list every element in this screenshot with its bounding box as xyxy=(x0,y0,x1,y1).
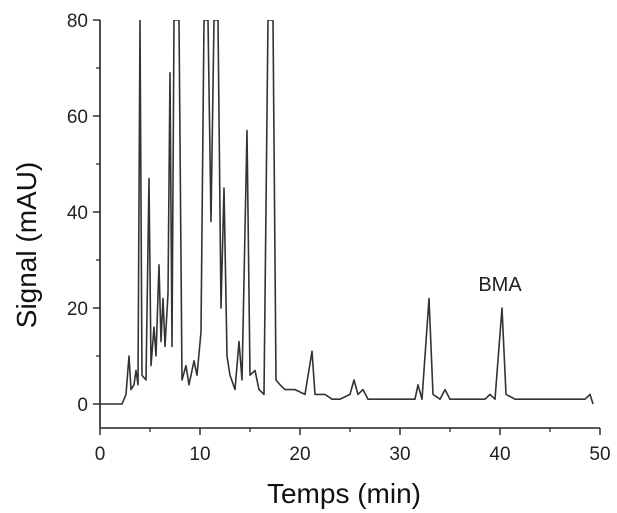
plot-area xyxy=(100,20,594,405)
x-tick-label: 20 xyxy=(289,444,310,465)
x-tick-label: 40 xyxy=(489,444,510,465)
y-tick-label: 20 xyxy=(67,299,88,320)
y-tick-label: 0 xyxy=(77,395,88,416)
x-tick-label: 10 xyxy=(189,444,210,465)
x-tick-label: 0 xyxy=(95,444,106,465)
x-tick-label: 50 xyxy=(589,444,610,465)
y-tick-label: 80 xyxy=(67,11,88,32)
chromatogram-trace-0 xyxy=(100,20,594,405)
y-tick-label: 60 xyxy=(67,107,88,128)
axes: 0 10 20 30 40 50 0 20 40 60 80 BMA xyxy=(67,11,611,465)
y-tick-label: 40 xyxy=(67,203,88,224)
x-tick-label: 30 xyxy=(389,444,410,465)
peak-annotation-label: BMA xyxy=(478,274,522,296)
y-axis-title: Signal (mAU) xyxy=(11,162,42,328)
x-axis-title: Temps (min) xyxy=(267,478,421,509)
